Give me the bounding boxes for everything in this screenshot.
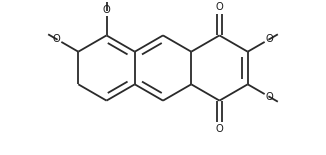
Text: O: O [52,34,60,44]
Text: O: O [266,92,274,102]
Text: O: O [215,2,223,12]
Text: O: O [215,124,223,134]
Text: O: O [266,34,274,44]
Text: O: O [103,5,111,15]
